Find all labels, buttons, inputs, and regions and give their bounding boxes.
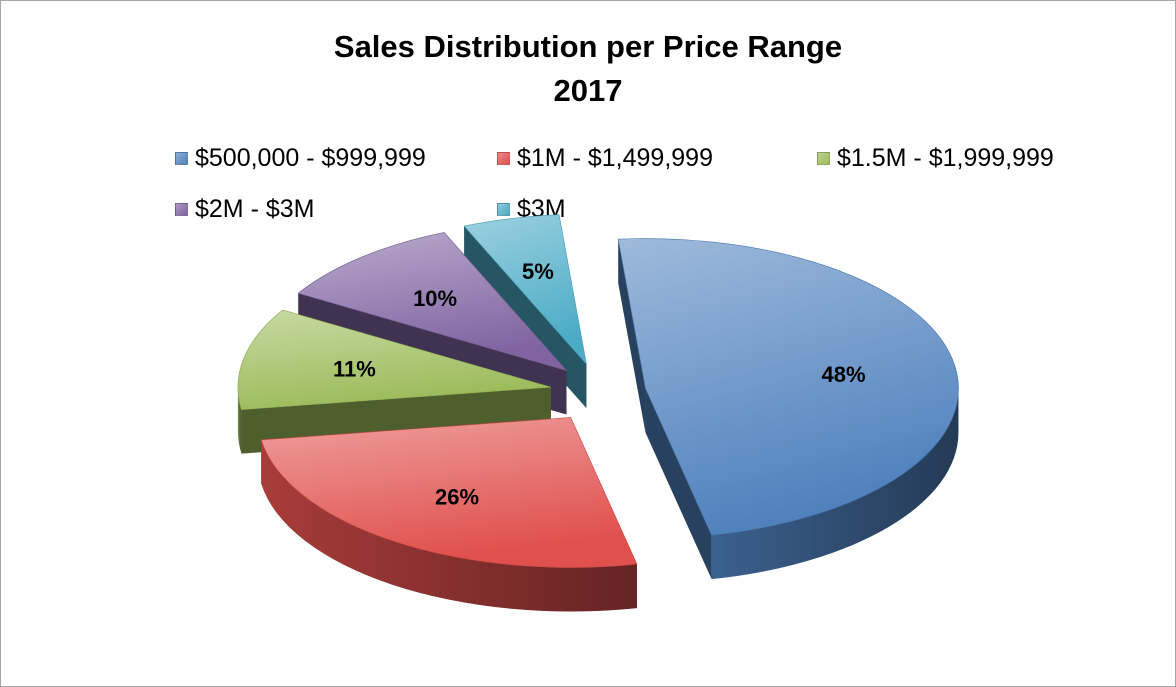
pie-slice-side — [237, 387, 242, 454]
legend-item-500k-999k: $500,000 - $999,999 — [175, 141, 426, 175]
pie-slice — [617, 238, 959, 536]
pie-slice-side — [261, 439, 637, 612]
legend-label: $1.5M - $1,999,999 — [837, 143, 1054, 172]
data-label: 48% — [822, 362, 866, 387]
chart-title: Sales Distribution per Price Range — [333, 29, 843, 64]
data-label: 26% — [435, 485, 479, 510]
legend-item-2m-3m: $2M - $3M — [175, 192, 314, 226]
pie-slice-side — [645, 388, 712, 580]
legend-swatch — [497, 202, 510, 216]
pie-slice — [237, 309, 551, 410]
chart-subtitle: 2017 — [553, 73, 623, 108]
legend-label: $500,000 - $999,999 — [195, 143, 426, 172]
data-label: 5% — [522, 259, 554, 284]
pie-slice-side — [711, 388, 959, 580]
data-label: 11% — [333, 357, 376, 382]
pie-slice-side — [618, 239, 646, 433]
pie-tops-layer — [237, 214, 959, 568]
chart-title-block: Sales Distribution per Price Range 2017 — [1, 25, 1175, 113]
legend-label: $2M - $3M — [195, 194, 315, 223]
legend-swatch — [175, 202, 188, 216]
pie-labels-layer: 48% 26% 11% 10% 5% — [333, 259, 866, 510]
legend-item-1-5m-1999k: $1.5M - $1,999,999 — [817, 141, 1054, 175]
pie-slice — [297, 232, 568, 372]
legend-swatch — [497, 151, 510, 165]
pie-slice — [463, 214, 587, 366]
legend-swatch — [817, 151, 830, 165]
legend-label: $1M - $1,499,999 — [517, 143, 713, 172]
pie-slice — [260, 417, 638, 568]
data-label: 10% — [413, 286, 457, 311]
legend-item-1m-1499k: $1M - $1,499,999 — [497, 141, 713, 175]
legend-swatch — [175, 151, 188, 165]
